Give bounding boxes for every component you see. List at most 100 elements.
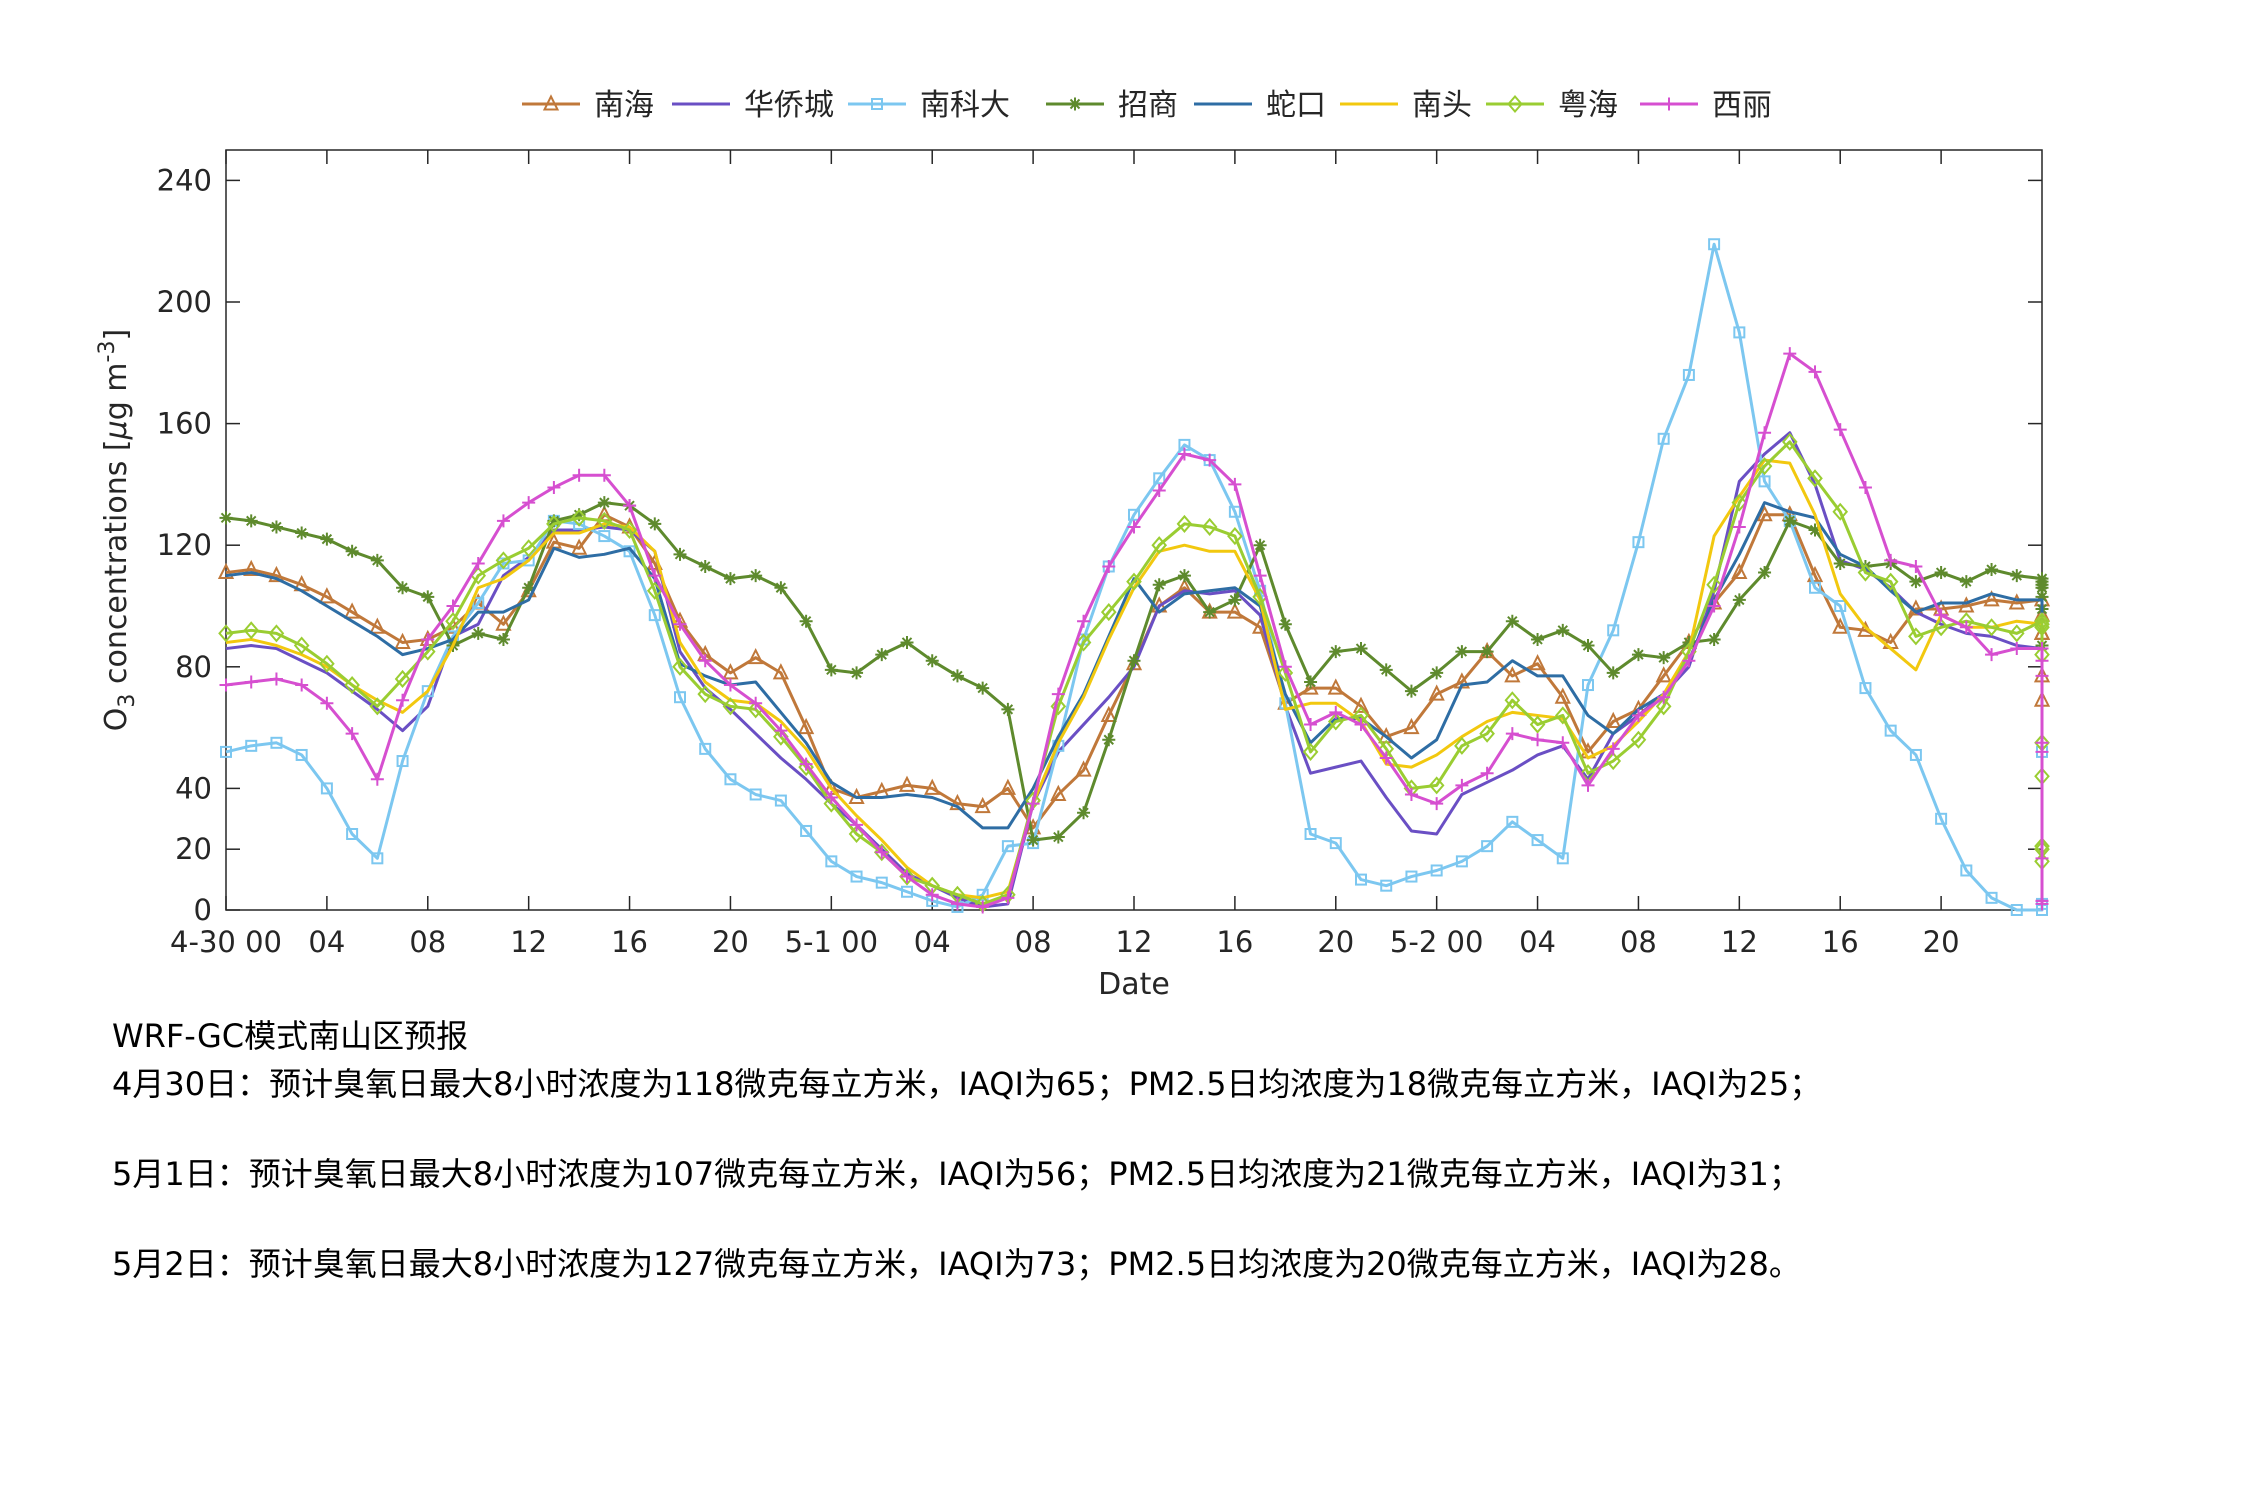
x-tick-label: 12 <box>1116 925 1153 959</box>
data-point <box>346 828 359 840</box>
data-point <box>976 888 989 901</box>
data-point <box>1455 778 1469 792</box>
legend-label: 南科大 <box>920 88 1010 123</box>
data-point <box>1102 559 1116 573</box>
data-point <box>1327 712 1344 731</box>
data-point <box>1582 679 1594 692</box>
data-point <box>1581 778 1595 792</box>
data-point <box>1682 368 1695 381</box>
data-point <box>1655 666 1672 683</box>
data-point <box>572 508 586 522</box>
data-point <box>1075 760 1092 777</box>
data-point <box>1228 593 1242 607</box>
data-point <box>293 636 310 655</box>
data-point <box>245 739 258 752</box>
data-point <box>875 648 889 662</box>
data-point <box>925 654 939 668</box>
data-point <box>1857 563 1874 582</box>
data-point <box>1985 648 1999 662</box>
data-point <box>1707 599 1721 613</box>
legend-label: 南海 <box>594 88 654 123</box>
legend-item: 西丽 <box>1640 88 1772 123</box>
data-point <box>747 647 764 665</box>
data-point <box>673 617 687 631</box>
y-tick-label: 240 <box>157 163 212 197</box>
data-point <box>1504 691 1521 710</box>
data-point <box>217 562 235 580</box>
data-point <box>698 654 712 668</box>
data-point <box>220 745 232 758</box>
data-point <box>2010 642 2024 656</box>
x-tick-label: 16 <box>1216 925 1253 959</box>
y-axis-label-sub: 3 <box>115 694 140 708</box>
data-point <box>2008 624 2025 643</box>
x-tick-label: 5-2 00 <box>1390 925 1484 959</box>
data-point <box>648 569 662 583</box>
y-tick-label: 80 <box>175 650 212 684</box>
data-point <box>774 724 788 738</box>
data-point <box>1707 632 1721 646</box>
data-point <box>244 514 258 528</box>
data-point <box>1403 717 1420 735</box>
y-axis-label: O3 concentrations [μg m-3] <box>95 329 140 731</box>
data-point <box>597 468 611 482</box>
data-point <box>799 614 813 628</box>
data-point <box>295 678 309 692</box>
data-point <box>2010 904 2023 916</box>
data-point <box>974 796 991 814</box>
x-tick-label: 12 <box>510 925 547 959</box>
data-point <box>269 520 283 534</box>
data-point <box>824 663 838 677</box>
data-point <box>673 547 687 561</box>
data-point <box>1430 864 1443 877</box>
data-point <box>1504 666 1521 683</box>
data-point <box>1983 618 2000 637</box>
data-point <box>697 685 714 704</box>
legend-item: 华侨城 <box>672 88 834 123</box>
data-point <box>370 772 384 786</box>
legend-marker <box>1507 94 1523 114</box>
data-point <box>269 672 283 686</box>
data-point <box>799 757 813 771</box>
x-tick-label: 08 <box>409 925 446 959</box>
data-point <box>774 581 788 595</box>
data-point <box>421 685 434 698</box>
y-tick-label: 40 <box>175 771 212 805</box>
data-point <box>396 755 409 768</box>
data-point <box>850 818 864 832</box>
data-point <box>1228 505 1241 518</box>
data-point <box>319 654 335 673</box>
data-point <box>1959 575 1973 589</box>
data-point <box>244 675 258 689</box>
legend-label: 蛇口 <box>1266 88 1326 123</box>
data-point <box>950 897 964 911</box>
data-point <box>1505 727 1519 741</box>
data-point <box>394 669 411 688</box>
data-point <box>1655 697 1672 716</box>
data-point <box>2008 593 2025 610</box>
x-axis: 4-30 00 04 08 12 16 20 5-1 00 04 08 12 16 20 5-2 00 0… <box>170 150 1960 959</box>
data-point <box>268 565 285 583</box>
legend-item: 蛇口 <box>1194 88 1326 123</box>
data-point <box>1329 705 1343 719</box>
data-point <box>800 824 813 837</box>
data-point <box>1733 326 1746 339</box>
data-point <box>1756 457 1773 476</box>
data-point <box>1630 730 1647 749</box>
data-point <box>1706 575 1722 594</box>
data-point <box>901 885 913 898</box>
y-axis-label-end: ] <box>99 329 134 341</box>
data-point <box>1302 678 1319 695</box>
data-point <box>1985 563 1999 577</box>
data-point <box>320 782 333 795</box>
data-point <box>218 624 234 643</box>
data-point <box>1959 620 1973 634</box>
data-point <box>1529 654 1546 671</box>
data-point <box>1100 603 1117 622</box>
series-line <box>225 352 2044 909</box>
data-point <box>1253 538 1267 552</box>
data-point <box>1128 508 1140 521</box>
data-point <box>396 581 410 595</box>
x-tick-label: 20 <box>712 925 749 959</box>
data-point <box>1808 523 1822 537</box>
